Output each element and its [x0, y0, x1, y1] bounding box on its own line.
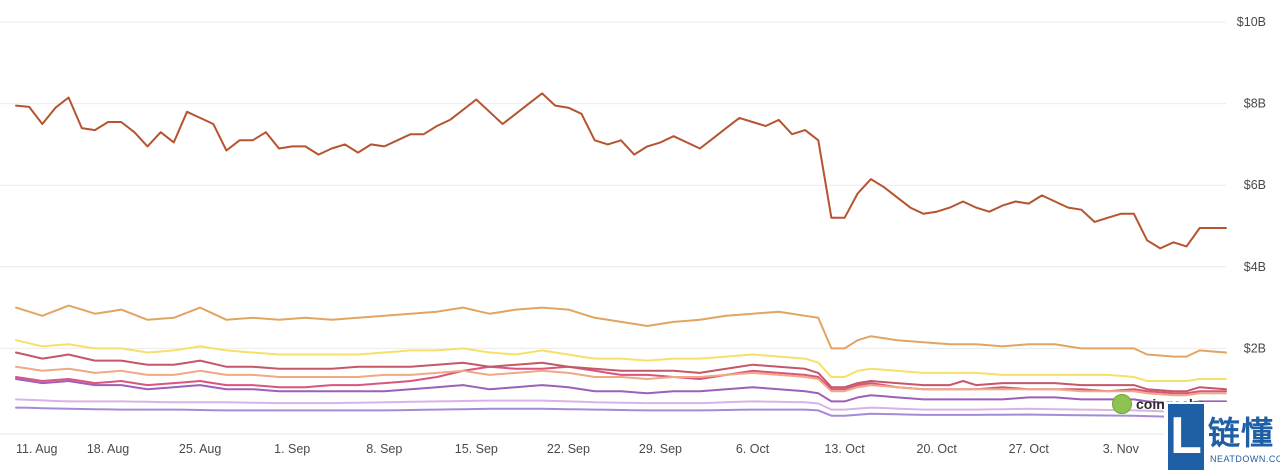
series-line-series-2 [15, 304, 1227, 358]
brand-subtitle: NEATDOWN.COM [1210, 454, 1280, 464]
series-line-series-4 [15, 351, 1227, 393]
series-line-series-3 [15, 339, 1227, 382]
x-tick-label: 18. Aug [87, 442, 129, 456]
x-tick-label: 20. Oct [917, 442, 958, 456]
x-tick-label: 27. Oct [1009, 442, 1050, 456]
series-line-series-8 [15, 398, 1227, 413]
y-tick-label: $2B [1244, 341, 1266, 355]
y-tick-label: $10B [1237, 15, 1266, 29]
x-tick-label: 11. Aug [16, 442, 58, 456]
coingecko-icon [1112, 394, 1132, 414]
y-tick-label: $4B [1244, 260, 1266, 274]
brand-title: 链懂 [1208, 414, 1275, 452]
y-axis-labels: $10B $8B $6B $4B $2B [1237, 15, 1266, 355]
series-line-series-5 [15, 365, 1227, 397]
y-tick-label: $6B [1244, 178, 1266, 192]
series-line-series-9 [15, 406, 1227, 418]
series-line-series-7 [15, 378, 1227, 405]
x-tick-label: 8. Sep [366, 442, 402, 456]
neatdown-logo: L 链懂 NEATDOWN.COM [1164, 402, 1280, 473]
x-tick-label: 1. Sep [274, 442, 310, 456]
y-tick-label: $8B [1244, 97, 1266, 111]
x-tick-label: 25. Aug [179, 442, 221, 456]
x-tick-label: 3. Nov [1103, 442, 1140, 456]
series-line-series-1 [15, 92, 1227, 250]
x-axis-labels: 11. Aug 18. Aug 25. Aug 1. Sep 8. Sep 15. Sep… [16, 442, 1140, 456]
x-tick-label: 13. Oct [824, 442, 865, 456]
grid-lines [0, 21, 1226, 435]
x-tick-label: 22. Sep [547, 442, 590, 456]
x-tick-label: 6. Oct [736, 442, 770, 456]
series-lines [15, 92, 1227, 418]
brand-letter: L [1168, 404, 1204, 470]
x-tick-label: 15. Sep [455, 442, 498, 456]
x-tick-label: 29. Sep [639, 442, 682, 456]
